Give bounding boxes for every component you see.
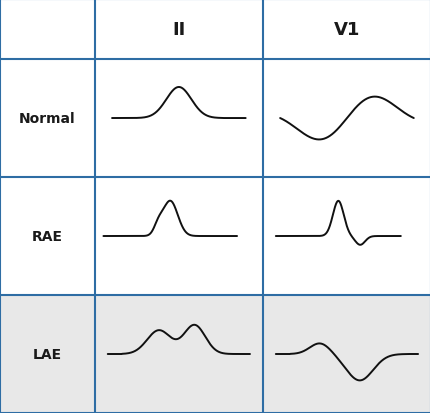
Text: II: II <box>172 21 185 39</box>
Bar <box>0 0 430 60</box>
Text: LAE: LAE <box>33 347 62 361</box>
Text: Normal: Normal <box>19 112 76 126</box>
Text: RAE: RAE <box>32 230 63 243</box>
Bar <box>0 178 430 295</box>
Text: V1: V1 <box>333 21 359 39</box>
Bar <box>0 60 430 178</box>
Bar <box>0 295 430 413</box>
